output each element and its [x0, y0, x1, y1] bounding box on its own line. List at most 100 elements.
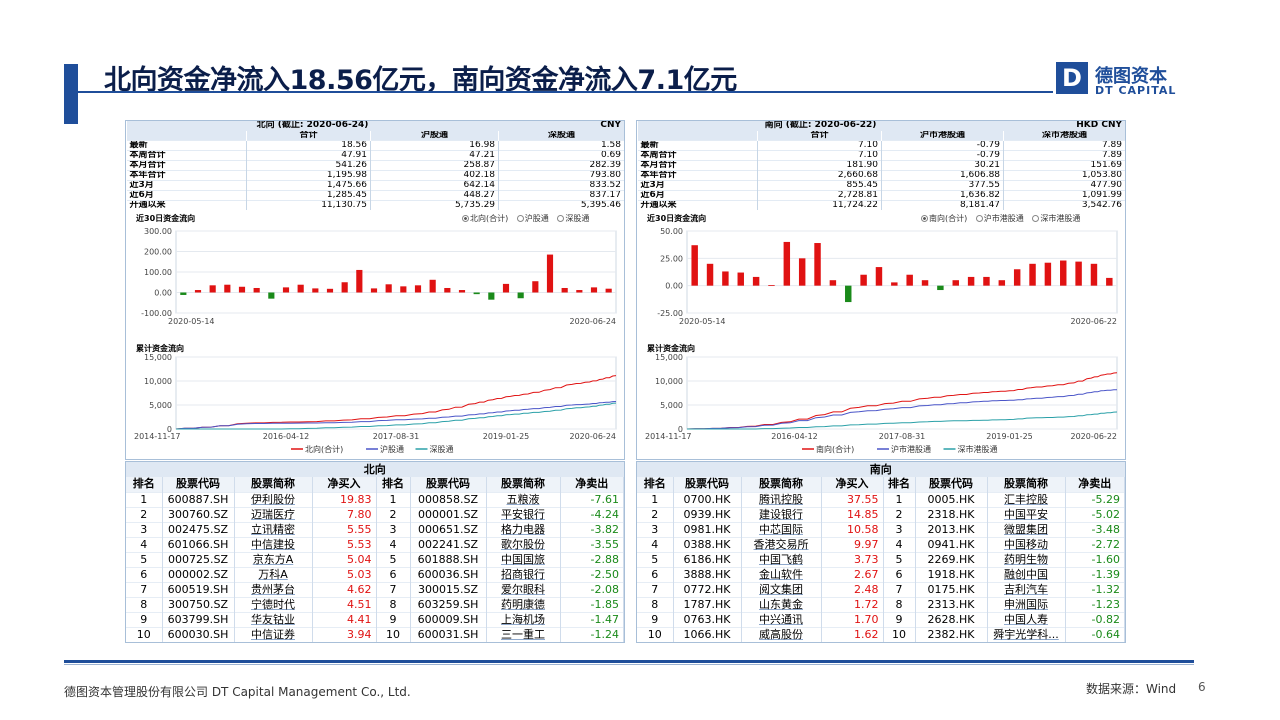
stock-name-link[interactable]: 融创中国 — [987, 566, 1066, 582]
summary-value: 11,130.75 — [246, 199, 371, 210]
stock-name-link[interactable]: 药明康德 — [486, 596, 561, 612]
stock-name-link[interactable]: 中信证券 — [234, 626, 313, 642]
stock-name-link[interactable]: 申洲国际 — [987, 596, 1066, 612]
stock-code: 0941.HK — [915, 536, 988, 552]
row-label: 开通以来 — [637, 199, 758, 210]
net-sell-value: -1.32 — [1065, 581, 1125, 597]
plot-frame — [175, 356, 617, 430]
stock-name-link[interactable]: 三一重工 — [486, 626, 561, 642]
stock-code: 0939.HK — [673, 506, 742, 522]
summary-value: 402.18 — [369, 169, 499, 181]
stock-name-link[interactable]: 威高股份 — [741, 626, 822, 642]
stock-name-link[interactable]: 微盟集团 — [987, 521, 1066, 537]
x-tick-label: 2020-05-14 — [168, 317, 215, 326]
stock-name-link[interactable]: 华友钴业 — [234, 611, 313, 627]
rank-cell: 6 — [883, 566, 916, 582]
stock-name-link[interactable]: 平安银行 — [486, 506, 561, 522]
stock-name-link[interactable]: 宁德时代 — [234, 596, 313, 612]
net-sell-value: -5.02 — [1065, 506, 1125, 522]
net-sell-value: -1.24 — [560, 626, 624, 642]
bar — [297, 284, 304, 293]
radio-icon[interactable] — [975, 215, 983, 222]
stock-name-link[interactable]: 中国飞鹤 — [741, 551, 822, 567]
stock-code: 1787.HK — [673, 596, 742, 612]
summary-value: 1,091.99 — [1003, 189, 1125, 201]
series-line — [175, 375, 617, 430]
summary-value: 642.14 — [369, 179, 499, 191]
stock-name-link[interactable]: 阅文集团 — [741, 581, 822, 597]
radio-selected-icon[interactable] — [921, 215, 928, 222]
legend-item[interactable]: 南向(合计) — [929, 214, 968, 223]
stock-name-link[interactable]: 建设银行 — [741, 506, 822, 522]
legend-item[interactable]: 深市港股通 — [1040, 214, 1081, 223]
rank-cell: 7 — [883, 581, 916, 597]
plot-frame — [686, 356, 1118, 430]
stock-name-link[interactable]: 药明生物 — [987, 551, 1066, 567]
x-tick-label: 2020-06-22 — [1071, 317, 1118, 326]
radio-icon[interactable] — [557, 215, 565, 222]
stock-name-link[interactable]: 中国国旅 — [486, 551, 561, 567]
stock-name-link[interactable]: 中信建投 — [234, 536, 313, 552]
stock-name-link[interactable]: 招商银行 — [486, 566, 561, 582]
summary-value: 47.91 — [246, 149, 371, 161]
summary-value: 1.58 — [498, 139, 624, 151]
currency-toggle[interactable]: HKD CNY — [1003, 121, 1125, 131]
north-cum-chart: 0 5,000 10,000 15,000 2014-11-17 2016-04-12 20… — [134, 353, 617, 454]
net-sell-value: -0.64 — [1065, 626, 1125, 642]
stock-name-link[interactable]: 伊利股份 — [234, 491, 313, 507]
stock-name-link[interactable]: 中国人寿 — [987, 611, 1066, 627]
net-sell-value: -2.08 — [560, 581, 624, 597]
stock-name-link[interactable]: 中芯国际 — [741, 521, 822, 537]
stock-name-link[interactable]: 上海机场 — [486, 611, 561, 627]
stock-name-link[interactable]: 五粮液 — [486, 491, 561, 507]
stock-name-link[interactable]: 山东黄金 — [741, 596, 822, 612]
legend-item[interactable]: 北向(合计) — [470, 214, 509, 223]
bar — [937, 285, 944, 291]
col-header: 深股通 — [498, 130, 624, 141]
x-tick-label: 2017-08-31 — [373, 432, 420, 441]
bar — [502, 283, 510, 293]
stock-name-link[interactable]: 歌尔股份 — [486, 536, 561, 552]
net-buy-value: 1.70 — [821, 611, 884, 627]
rank-cell: 10 — [883, 626, 916, 642]
summary-row: 近6月 1,285.45 448.27 837.17 — [126, 189, 624, 201]
footer-rule — [64, 660, 1194, 663]
stock-name-link[interactable]: 万科A — [234, 566, 313, 582]
bar — [952, 280, 959, 286]
series-line — [176, 402, 617, 430]
bar — [400, 286, 407, 293]
stock-code: 603259.SH — [410, 596, 487, 612]
stock-name-link[interactable]: 金山软件 — [741, 566, 822, 582]
bar — [590, 287, 598, 293]
summary-value: 5,735.29 — [369, 199, 499, 210]
stock-name-link[interactable]: 京东方A — [234, 551, 313, 567]
radio-selected-icon[interactable] — [462, 215, 469, 222]
summary-value: -0.79 — [880, 139, 1004, 151]
table-row: 3 0981.HK 中芯国际 10.58 3 2013.HK 微盟集团 -3.48 — [637, 521, 1125, 537]
radio-icon[interactable] — [516, 215, 524, 222]
stock-name-link[interactable]: 汇丰控股 — [987, 491, 1066, 507]
stock-name-link[interactable]: 中兴通讯 — [741, 611, 822, 627]
summary-value: 7.10 — [757, 149, 882, 161]
summary-row: 近6月 2,728.81 1,636.82 1,091.99 — [637, 189, 1125, 201]
rank-cell: 3 — [883, 521, 916, 537]
net-sell-value: -1.39 — [1065, 566, 1125, 582]
legend-item[interactable]: 沪市港股通 — [983, 214, 1024, 223]
stock-name-link[interactable]: 中国移动 — [987, 536, 1066, 552]
stock-name-link[interactable]: 格力电器 — [486, 521, 561, 537]
stock-name-link[interactable]: 中国平安 — [987, 506, 1066, 522]
stock-name-link[interactable]: 迈瑞医疗 — [234, 506, 313, 522]
stock-name-link[interactable]: 腾讯控股 — [741, 491, 822, 507]
stock-name-link[interactable]: 吉利汽车 — [987, 581, 1066, 597]
radio-icon[interactable] — [1032, 215, 1040, 222]
logo-name-cn: 德图资本 — [1095, 66, 1167, 87]
stock-name-link[interactable]: 香港交易所 — [741, 536, 822, 552]
stock-name-link[interactable]: 贵州茅台 — [234, 581, 313, 597]
stock-name-link[interactable]: 舜宇光学科... — [987, 626, 1066, 642]
net-buy-value: 4.41 — [312, 611, 377, 627]
stock-name-link[interactable]: 立讯精密 — [234, 521, 313, 537]
y-tick-label: 15,000 — [655, 353, 683, 362]
legend-item[interactable]: 深股通 — [565, 214, 590, 223]
legend-item[interactable]: 沪股通 — [524, 214, 549, 223]
stock-name-link[interactable]: 爱尔眼科 — [486, 581, 561, 597]
